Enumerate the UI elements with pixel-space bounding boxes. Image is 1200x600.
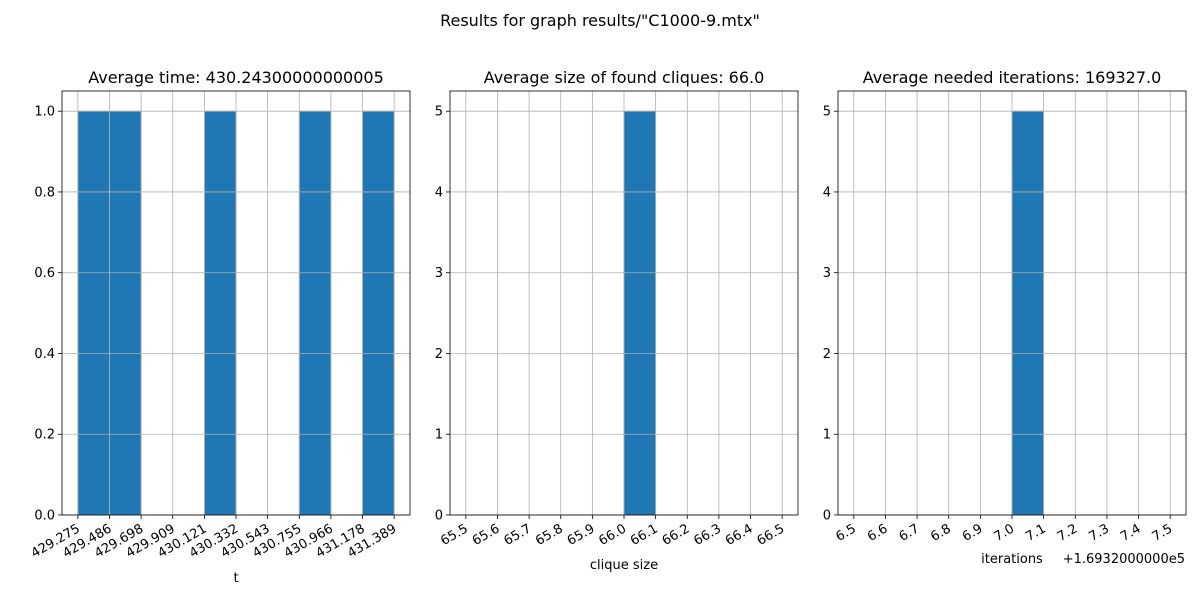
y-tick-label: 3 (435, 266, 443, 281)
x-tick-label: 6.9 (960, 521, 985, 544)
axes-title: Average needed iterations: 169327.0 (863, 68, 1162, 87)
axes-frame (61, 90, 411, 516)
y-tick-label: 1.0 (34, 105, 55, 120)
y-tick-label: 0.0 (34, 509, 55, 524)
x-axis-label: clique size (590, 558, 658, 573)
x-tick-label: 66.1 (628, 521, 661, 548)
x-offset-label: +1.6932000000e5 (1063, 552, 1185, 567)
y-tick-label: 5 (823, 105, 831, 120)
axes-title: Average time: 430.24300000000005 (88, 68, 384, 87)
x-tick-label: 66.2 (660, 521, 693, 548)
axes: Average needed iterations: 169327.0 6.5 6.… (823, 68, 1187, 567)
x-tick-label: 66.3 (691, 521, 724, 548)
x-tick-label: 66.0 (596, 521, 629, 548)
x-tick-label: 65.5 (438, 521, 471, 548)
y-tick-label: 2 (435, 347, 443, 362)
x-tick-label: 7.1 (1023, 521, 1048, 544)
y-tick-label: 1 (435, 428, 443, 443)
bar (109, 110, 142, 516)
bar (298, 110, 332, 516)
y-tick-label: 4 (435, 185, 443, 200)
axes: Average size of found cliques: 66.065.5 6… (435, 68, 799, 573)
x-tick-label: 65.9 (565, 521, 598, 548)
bar (204, 110, 237, 516)
axes: Average time: 430.24300000000005429.2754… (29, 68, 411, 586)
x-axis-label: t (233, 571, 238, 586)
y-tick-label: 0.6 (34, 266, 55, 281)
y-tick-label: 0.2 (34, 428, 55, 443)
x-tick-label: 65.7 (502, 521, 535, 548)
x-tick-label: 6.6 (865, 521, 890, 544)
bar (77, 110, 110, 516)
y-tick-label: 4 (823, 185, 831, 200)
x-tick-label: 6.5 (833, 521, 858, 544)
axes-frame (449, 90, 799, 516)
x-axis-label: iterations (981, 552, 1043, 567)
x-tick-label: 7.5 (1150, 521, 1175, 544)
bar (1011, 110, 1045, 516)
y-tick-label: 0.4 (34, 347, 55, 362)
x-tick-label: 66.5 (755, 521, 788, 548)
y-tick-label: 0 (435, 509, 443, 524)
x-tick-label: 6.8 (928, 521, 953, 544)
bar (623, 110, 657, 516)
y-tick-label: 2 (823, 347, 831, 362)
axes-frame (837, 90, 1187, 516)
axes-title: Average size of found cliques: 66.0 (484, 68, 765, 87)
x-tick-label: 7.2 (1055, 521, 1080, 544)
x-tick-label: 66.4 (723, 521, 756, 548)
y-tick-label: 3 (823, 266, 831, 281)
y-tick-label: 0 (823, 509, 831, 524)
x-tick-label: 7.4 (1118, 521, 1143, 544)
x-tick-label: 65.8 (533, 521, 566, 548)
y-tick-label: 5 (435, 105, 443, 120)
figure-title: Results for graph results/"C1000-9.mtx" (440, 11, 760, 30)
bar (362, 110, 395, 516)
y-tick-label: 0.8 (34, 185, 55, 200)
x-tick-label: 65.6 (470, 521, 503, 548)
y-tick-label: 1 (823, 428, 831, 443)
x-tick-label: 7.3 (1086, 521, 1111, 544)
x-tick-label: 6.7 (897, 521, 922, 544)
x-tick-label: 7.0 (992, 521, 1017, 544)
